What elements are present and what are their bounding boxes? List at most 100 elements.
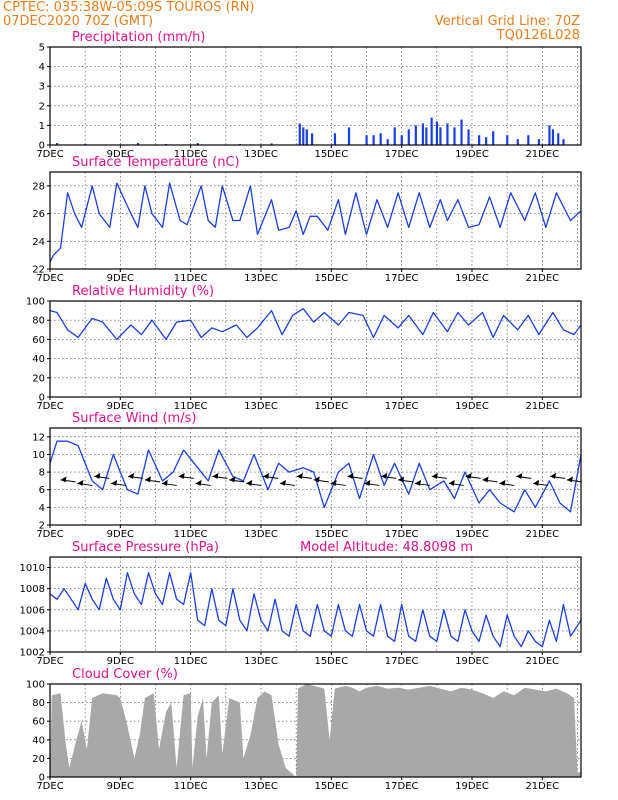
y-tick-label: 60	[32, 717, 45, 728]
x-tick-label: 7DEC	[36, 273, 63, 284]
precip-bar	[446, 123, 449, 145]
x-tick-label: 9DEC	[107, 781, 134, 792]
y-tick-label: 20	[32, 373, 45, 384]
x-tick-label: 21DEC	[525, 149, 559, 160]
wind-arrow-head	[111, 479, 118, 486]
precip-bar	[460, 119, 463, 145]
wind-arrow-head	[60, 476, 67, 483]
x-tick-label: 9DEC	[107, 149, 134, 160]
precip-bar	[302, 127, 305, 145]
x-tick-label: 11DEC	[174, 273, 208, 284]
plot-frame	[49, 556, 582, 653]
wind-arrow-head	[229, 476, 236, 483]
x-tick-label: 17DEC	[385, 149, 419, 160]
y-tick-label: 6	[39, 485, 45, 496]
header-date: 07DEC2020 70Z (GMT)	[3, 14, 153, 29]
y-tick-label: 80	[32, 698, 45, 709]
wind-arrow-head	[144, 476, 151, 483]
precip-bar	[439, 127, 442, 145]
series-line-wind	[49, 440, 582, 513]
y-tick-label: 24	[32, 237, 45, 248]
y-tick-label: 40	[32, 354, 45, 365]
x-tick-label: 17DEC	[385, 781, 419, 792]
wind-arrow-head	[212, 472, 219, 479]
x-tick-label: 11DEC	[174, 149, 208, 160]
x-tick-label: 13DEC	[244, 401, 278, 412]
y-tick-label: 20	[32, 754, 45, 765]
panel-title: Surface Temperature (nC)	[72, 155, 240, 170]
panel-title: Surface Pressure (hPa)	[72, 540, 219, 555]
precip-bar	[562, 139, 565, 145]
x-tick-label: 11DEC	[174, 781, 208, 792]
plot-frame	[49, 683, 582, 778]
precip-bar	[485, 137, 488, 145]
plot-frame	[49, 46, 582, 146]
y-tick-label: 4	[39, 503, 45, 514]
y-tick-label: 28	[32, 181, 45, 192]
precip-bar	[421, 123, 424, 145]
precip-bar	[467, 129, 470, 145]
x-tick-label: 19DEC	[455, 781, 489, 792]
precip-bar	[305, 129, 308, 145]
x-tick-label: 19DEC	[455, 401, 489, 412]
plot-frame	[49, 300, 582, 398]
x-tick-label: 15DEC	[314, 529, 348, 540]
wind-arrow-head	[533, 479, 540, 486]
wind-arrow-head	[313, 476, 320, 483]
precip-bar	[136, 143, 140, 145]
wind-arrow-head	[296, 472, 303, 479]
x-tick-label: 13DEC	[244, 529, 278, 540]
panel-title: Precipitation (mm/h)	[72, 30, 205, 45]
panel-wind: 2 4 6 8 10 12 7DEC 9DEC 11DEC 13DEC 15DEC 17DEC 19DE…	[32, 411, 582, 540]
panel-title: Surface Wind (m/s)	[72, 411, 196, 426]
y-tick-label: 5	[39, 43, 45, 54]
x-tick-label: 21DEC	[525, 401, 559, 412]
x-tick-label: 13DEC	[244, 149, 278, 160]
y-tick-label: 1008	[20, 584, 45, 595]
y-tick-label: 40	[32, 735, 45, 746]
precip-bar	[453, 127, 456, 145]
x-tick-label: 9DEC	[107, 401, 134, 412]
wind-arrow-head	[94, 472, 101, 479]
wind-arrow-head	[550, 472, 557, 479]
y-tick-label: 100	[26, 680, 45, 691]
x-tick-label: 13DEC	[244, 781, 278, 792]
x-tick-label: 9DEC	[107, 656, 134, 667]
x-tick-label: 15DEC	[314, 149, 348, 160]
y-tick-label: 0	[39, 393, 45, 404]
y-tick-label: 0	[39, 141, 45, 152]
precip-bar	[478, 135, 481, 145]
x-tick-label: 19DEC	[455, 273, 489, 284]
y-tick-label: 22	[32, 265, 45, 276]
y-tick-label: 8	[39, 468, 45, 479]
x-tick-label: 15DEC	[314, 401, 348, 412]
x-tick-label: 7DEC	[36, 149, 63, 160]
x-tick-label: 15DEC	[314, 656, 348, 667]
wind-arrow-head	[364, 479, 371, 486]
wind-arrow-head	[566, 476, 573, 483]
precip-bar	[298, 123, 301, 145]
x-tick-label: 13DEC	[244, 656, 278, 667]
x-tick-label: 19DEC	[455, 656, 489, 667]
precip-bar	[548, 125, 551, 145]
precip-bar	[435, 121, 439, 145]
wind-arrow-head	[279, 479, 286, 486]
wind-arrow-head	[381, 472, 388, 479]
y-tick-label: 1002	[20, 648, 45, 659]
plot-frame	[49, 171, 582, 270]
precip-bar	[551, 129, 555, 145]
precip-bar	[557, 133, 560, 145]
x-tick-label: 17DEC	[385, 656, 419, 667]
x-tick-label: 21DEC	[525, 656, 559, 667]
y-tick-label: 2	[39, 101, 45, 112]
y-tick-label: 1006	[20, 605, 45, 616]
panel-title: Cloud Cover (%)	[72, 667, 178, 682]
precip-bar	[407, 129, 410, 145]
wind-arrow-head	[398, 476, 405, 483]
y-tick-label: 80	[32, 316, 45, 327]
x-tick-label: 11DEC	[174, 529, 208, 540]
precip-bar	[516, 139, 519, 145]
wind-arrow-head	[448, 479, 455, 486]
x-tick-label: 21DEC	[525, 781, 559, 792]
